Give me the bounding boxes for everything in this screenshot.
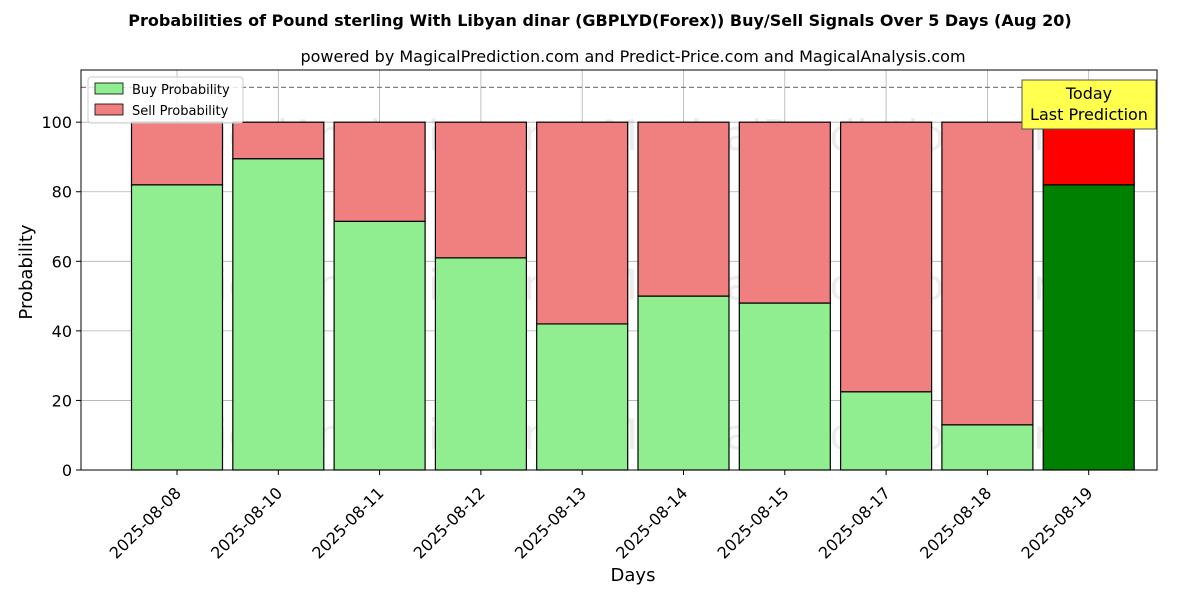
x-tick-label: 2025-08-08 xyxy=(106,483,185,562)
today-annotation: Today Last Prediction xyxy=(1021,79,1157,130)
y-tick-label: 40 xyxy=(52,322,72,341)
buy-bar xyxy=(637,295,730,471)
y-tick-label: 60 xyxy=(52,252,72,271)
buy-bar xyxy=(130,184,224,471)
y-tick-label: 80 xyxy=(52,183,72,202)
y-tick-label: 20 xyxy=(52,391,72,410)
legend-frame xyxy=(87,76,244,124)
x-tick-label: 2025-08-17 xyxy=(815,483,894,562)
sell-bar xyxy=(536,121,629,325)
x-tick-label: 2025-08-18 xyxy=(916,483,995,562)
x-tick-label: 2025-08-11 xyxy=(308,483,387,562)
y-axis-ticks: 0 20 40 60 80 100 xyxy=(41,113,81,480)
bars xyxy=(130,121,1135,471)
x-tick-label: 2025-08-15 xyxy=(713,483,792,562)
sell-bar xyxy=(738,121,831,304)
buy-bar xyxy=(738,302,831,471)
annotation-line1: Today xyxy=(1065,84,1112,103)
legend-buy-label: Buy Probability xyxy=(132,83,230,98)
x-tick-label: 2025-08-14 xyxy=(612,483,691,562)
sell-bar xyxy=(637,121,730,297)
legend-sell-swatch xyxy=(94,103,124,116)
sell-bar xyxy=(434,121,527,259)
buy-bar xyxy=(232,158,325,471)
y-tick-label: 100 xyxy=(41,113,72,132)
buy-bar xyxy=(536,323,629,471)
chart-title: Probabilities of Pound sterling With Lib… xyxy=(128,11,1071,30)
y-tick-label: 0 xyxy=(62,461,72,480)
buy-bar xyxy=(434,257,527,471)
sell-bar xyxy=(232,121,325,160)
sell-bar xyxy=(1042,121,1135,186)
buy-bar xyxy=(333,220,426,471)
legend: Buy Probability Sell Probability xyxy=(87,76,244,124)
buy-bar xyxy=(1042,184,1135,471)
x-axis-ticks: 2025-08-08 2025-08-10 2025-08-11 2025-08-12… xyxy=(106,470,1097,563)
sell-bar xyxy=(333,121,426,222)
x-tick-label: 2025-08-12 xyxy=(410,483,489,562)
x-tick-label: 2025-08-19 xyxy=(1017,483,1096,562)
x-tick-label: 2025-08-10 xyxy=(207,483,286,562)
axes-frame xyxy=(80,69,1158,471)
annotation-box xyxy=(1021,79,1157,130)
buy-bar xyxy=(839,391,933,471)
y-axis-label: Probability xyxy=(16,224,37,319)
legend-sell-label: Sell Probability xyxy=(132,104,229,119)
x-axis-label: Days xyxy=(611,565,656,586)
x-tick-label: 2025-08-13 xyxy=(511,483,590,562)
sell-bar xyxy=(839,121,933,393)
sell-bar xyxy=(941,121,1034,426)
annotation-line2: Last Prediction xyxy=(1030,105,1148,124)
buy-bar xyxy=(941,424,1034,471)
chart-subtitle: powered by MagicalPrediction.com and Pre… xyxy=(300,47,965,66)
sell-bar xyxy=(130,121,224,186)
legend-buy-swatch xyxy=(94,82,124,95)
